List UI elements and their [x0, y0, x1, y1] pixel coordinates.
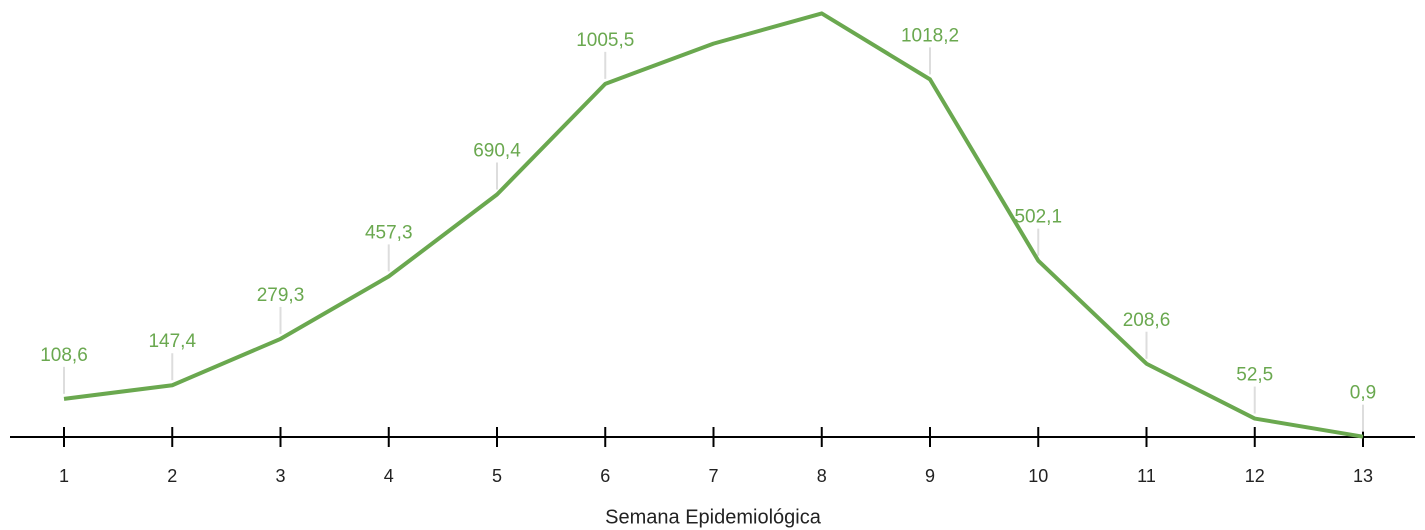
x-tick-label: 7 [708, 466, 718, 486]
x-tick-label: 11 [1137, 466, 1156, 486]
value-label: 108,6 [40, 345, 88, 366]
x-tick-label: 13 [1353, 466, 1373, 486]
value-label: 457,3 [365, 222, 413, 243]
value-label: 502,1 [1014, 207, 1062, 228]
x-axis-title: Semana Epidemiológica [605, 506, 822, 528]
value-label: 52,5 [1236, 365, 1273, 386]
value-label: 208,6 [1123, 310, 1171, 331]
value-label: 690,4 [473, 141, 521, 162]
value-label: 1005,5 [576, 30, 634, 51]
x-tick-label: 2 [167, 466, 177, 486]
value-label: 1018,2 [901, 25, 959, 46]
x-tick-label: 12 [1245, 466, 1265, 486]
x-tick-label: 8 [817, 466, 827, 486]
value-label: 279,3 [257, 285, 305, 306]
x-tick-label: 5 [492, 466, 502, 486]
x-tick-label: 10 [1028, 466, 1048, 486]
x-tick-label: 6 [600, 466, 610, 486]
x-tick-label: 3 [275, 466, 285, 486]
value-label: 0,9 [1350, 383, 1376, 404]
value-label: 147,4 [148, 331, 196, 352]
data-line [63, 11, 1364, 439]
x-tick-label: 4 [384, 466, 394, 486]
x-tick-label: 9 [925, 466, 935, 486]
x-tick-label: 1 [59, 466, 69, 486]
